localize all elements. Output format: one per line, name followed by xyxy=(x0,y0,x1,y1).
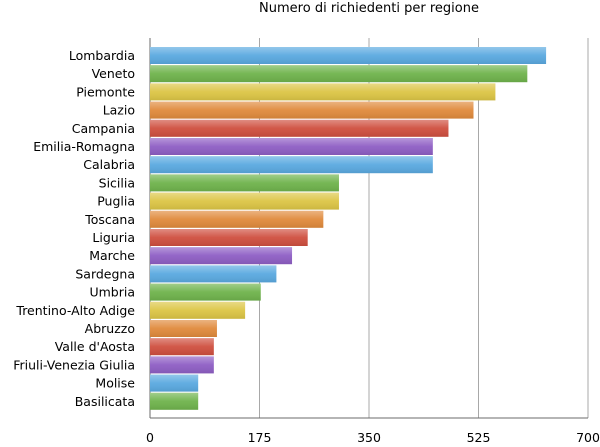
bar-valle-d-aosta xyxy=(150,338,214,356)
bar-gloss xyxy=(150,392,199,410)
bar-molise xyxy=(150,374,199,392)
bar-gloss xyxy=(150,210,324,228)
x-tick-label: 0 xyxy=(146,430,154,445)
bar-gloss xyxy=(150,65,528,83)
bar-emilia-romagna xyxy=(150,138,433,155)
bar-gloss xyxy=(150,156,433,174)
category-label: Basilicata xyxy=(75,394,135,409)
bar-lazio xyxy=(150,101,474,119)
category-label: Piemonte xyxy=(76,84,135,99)
bar-abruzzo xyxy=(150,320,217,337)
category-label: Emilia-Romagna xyxy=(33,139,135,154)
x-tick-label: 700 xyxy=(576,430,600,445)
bar-lombardia xyxy=(150,47,547,64)
bar-piemonte xyxy=(150,83,496,101)
category-label: Puglia xyxy=(97,194,135,209)
bar-toscana xyxy=(150,210,324,228)
category-label: Toscana xyxy=(84,212,135,227)
bar-gloss xyxy=(150,338,214,356)
category-label: Molise xyxy=(95,376,135,391)
category-label: Trentino-Alto Adige xyxy=(15,303,135,318)
bar-umbria xyxy=(150,283,261,301)
category-label: Lombardia xyxy=(69,48,135,63)
bar-gloss xyxy=(150,119,449,137)
category-label: Sicilia xyxy=(99,175,135,190)
bar-sardegna xyxy=(150,265,277,283)
bar-friuli-venezia-giulia xyxy=(150,356,214,374)
category-label: Umbria xyxy=(89,285,135,300)
bar-gloss xyxy=(150,174,339,192)
bar-liguria xyxy=(150,229,308,246)
category-label: Abruzzo xyxy=(85,321,135,336)
bar-calabria xyxy=(150,156,433,174)
bar-gloss xyxy=(150,101,474,119)
bar-marche xyxy=(150,247,293,265)
bar-gloss xyxy=(150,47,547,64)
chart-title: Numero di richiedenti per regione xyxy=(259,1,479,16)
bar-sicilia xyxy=(150,174,339,192)
bar-gloss xyxy=(150,265,277,283)
category-label: Marche xyxy=(89,248,135,263)
bar-gloss xyxy=(150,83,496,101)
x-tick-label: 350 xyxy=(357,430,381,445)
bar-puglia xyxy=(150,192,339,210)
bar-gloss xyxy=(150,192,339,210)
category-label: Friuli-Venezia Giulia xyxy=(13,357,135,372)
bar-gloss xyxy=(150,283,261,301)
category-label: Liguria xyxy=(92,230,135,245)
bars xyxy=(150,47,547,410)
bar-gloss xyxy=(150,301,246,319)
bar-basilicata xyxy=(150,392,199,410)
bar-veneto xyxy=(150,65,528,83)
bar-gloss xyxy=(150,320,217,337)
bar-gloss xyxy=(150,138,433,155)
x-tick-label: 175 xyxy=(248,430,272,445)
bar-campania xyxy=(150,119,449,137)
category-label: Sardegna xyxy=(75,266,135,281)
bar-trentino-alto-adige xyxy=(150,301,246,319)
category-label: Veneto xyxy=(92,66,135,81)
category-label: Lazio xyxy=(103,103,135,118)
category-labels: Lombardia Veneto Piemonte Lazio Campania Emil… xyxy=(13,48,135,409)
bar-gloss xyxy=(150,374,199,392)
category-label: Calabria xyxy=(83,157,135,172)
x-tick-labels: 0 175 350 525 700 xyxy=(146,430,600,445)
category-label: Valle d'Aosta xyxy=(55,339,135,354)
bar-gloss xyxy=(150,229,308,246)
x-tick-label: 525 xyxy=(467,430,491,445)
category-label: Campania xyxy=(72,121,135,136)
bar-gloss xyxy=(150,356,214,374)
bar-gloss xyxy=(150,247,293,265)
